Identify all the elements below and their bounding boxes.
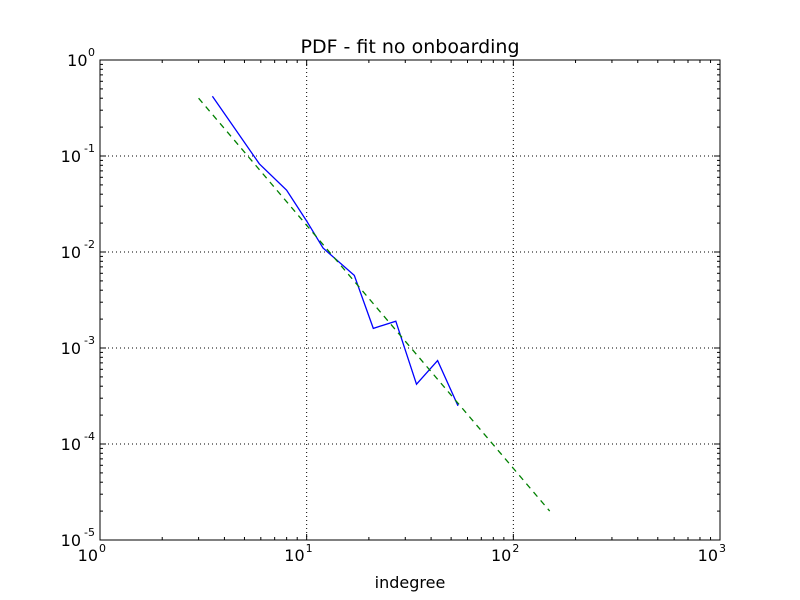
y-tick-base: 10 — [61, 531, 81, 550]
y-tick-label: 10 -3 — [61, 334, 95, 358]
x-tick-labels: 10 0 10 1 10 2 10 3 — [78, 542, 726, 565]
y-tick-base: 10 — [61, 435, 81, 454]
x-tick-label: 10 3 — [698, 542, 726, 565]
x-tick-exponent: 2 — [512, 542, 519, 555]
x-axis-label: indegree — [375, 573, 446, 592]
x-tick-exponent: 3 — [719, 542, 726, 555]
y-tick-base: 10 — [61, 243, 81, 262]
plot-series — [198, 95, 551, 512]
data-line — [211, 95, 459, 407]
x-tick-label: 10 0 — [78, 542, 106, 565]
fit-line — [198, 97, 551, 512]
y-tick-exponent: -1 — [84, 142, 95, 155]
x-tick-base: 10 — [491, 546, 511, 565]
y-tick-label: 10 -2 — [61, 238, 95, 262]
chart-title: PDF - fit no onboarding — [300, 36, 519, 58]
y-tick-base: 10 — [67, 51, 87, 70]
x-tick-exponent: 1 — [306, 542, 313, 555]
y-tick-label: 10 -5 — [61, 526, 95, 550]
plot-frame — [99, 59, 721, 541]
y-tick-exponent: -2 — [84, 238, 95, 251]
y-tick-base: 10 — [61, 147, 81, 166]
y-tick-exponent: -4 — [84, 430, 95, 443]
y-tick-label: 10 0 — [67, 46, 95, 70]
y-tick-base: 10 — [61, 339, 81, 358]
x-tick-base: 10 — [78, 546, 98, 565]
grid-lines — [100, 60, 720, 540]
y-tick-label: 10 -4 — [61, 430, 95, 454]
x-tick-label: 10 2 — [491, 542, 519, 565]
y-tick-exponent: -3 — [84, 334, 95, 347]
axis-ticks — [99, 59, 721, 541]
y-tick-exponent: -5 — [84, 526, 95, 539]
x-tick-exponent: 0 — [99, 542, 106, 555]
x-tick-base: 10 — [698, 546, 718, 565]
y-tick-exponent: 0 — [88, 46, 95, 59]
y-tick-label: 10 -1 — [61, 142, 95, 166]
x-tick-label: 10 1 — [284, 542, 312, 565]
x-tick-base: 10 — [284, 546, 304, 565]
